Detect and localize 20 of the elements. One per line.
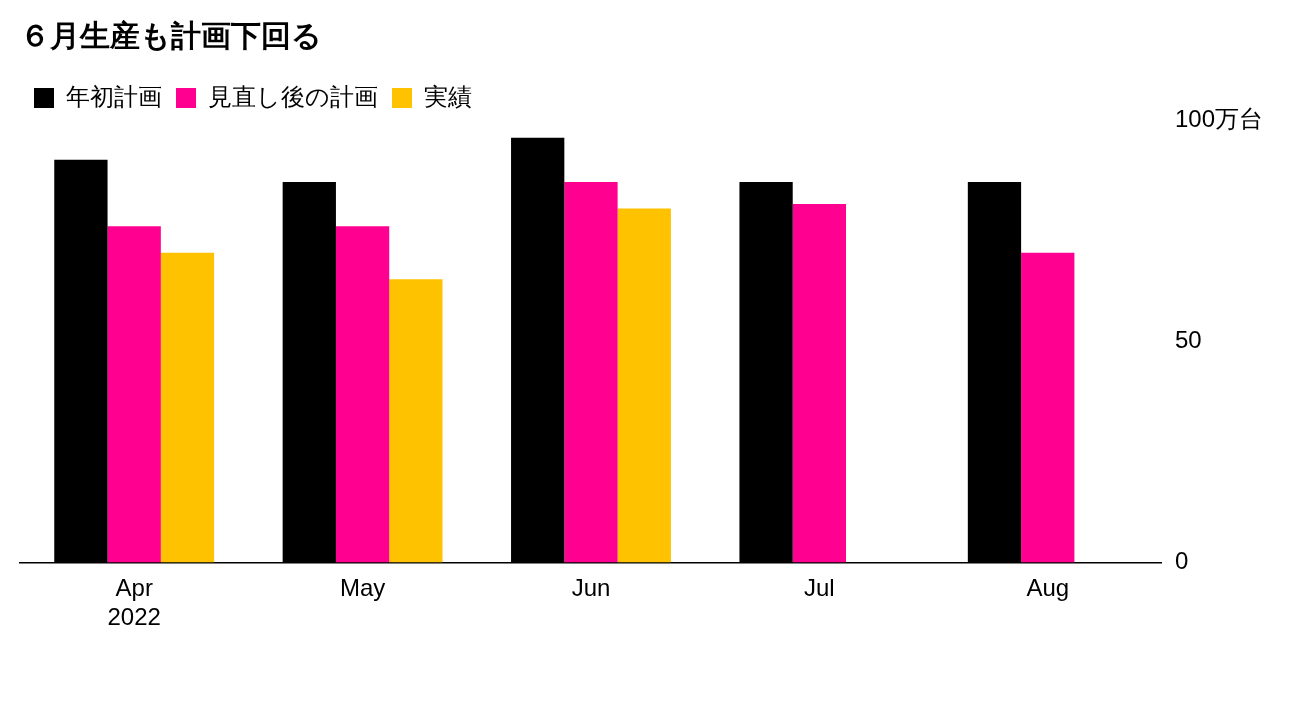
- legend-label: 見直し後の計画: [208, 82, 378, 110]
- x-tick-label: Apr 2022: [107, 574, 161, 631]
- chart-title: ６月生産も計画下回る: [20, 19, 322, 53]
- bar: [1021, 252, 1075, 563]
- y-tick-label: 0: [1174, 547, 1189, 575]
- x-tick-label: Aug: [1026, 574, 1070, 602]
- bar: [617, 208, 671, 563]
- y-tick-label: 50: [1174, 325, 1202, 353]
- bar: [107, 226, 161, 563]
- bar: [389, 279, 443, 563]
- bar: [564, 181, 618, 563]
- y-tick-label: 100万台: [1174, 104, 1263, 132]
- legend-label: 年初計画: [66, 82, 162, 110]
- legend-label: 実績: [424, 82, 472, 110]
- bar: [792, 204, 847, 563]
- x-tick-label: Jul: [804, 574, 835, 602]
- x-tick-label: Jun: [571, 574, 611, 602]
- bar: [160, 252, 215, 563]
- x-tick-label: May: [339, 574, 386, 602]
- bar: [335, 226, 390, 563]
